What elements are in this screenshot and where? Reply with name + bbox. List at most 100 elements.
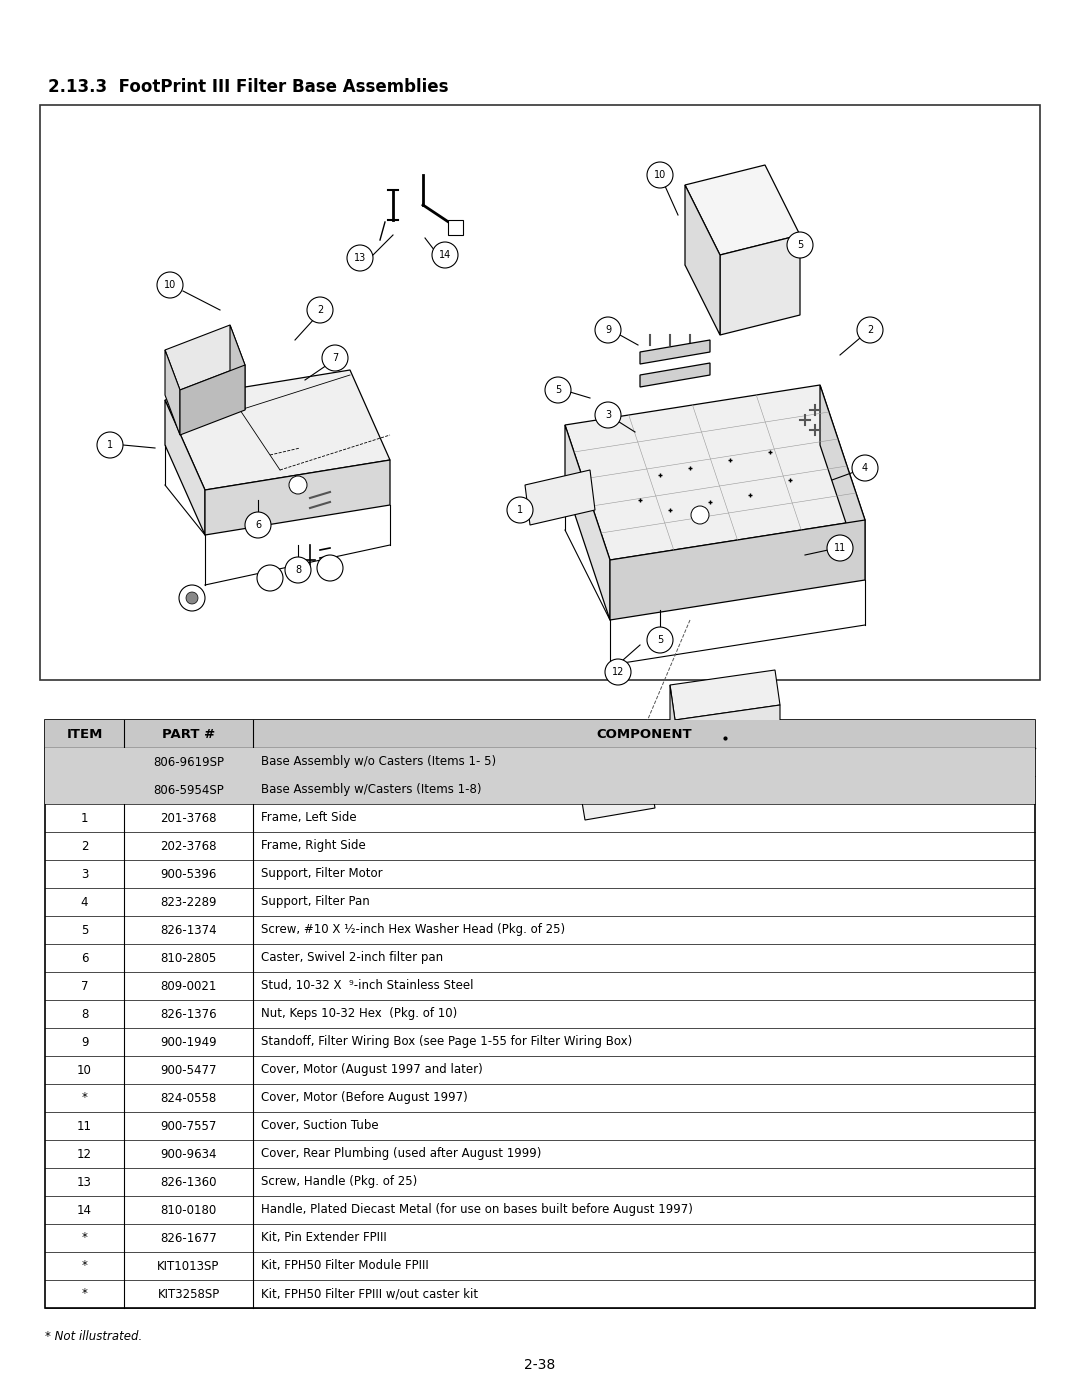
Text: 826-1677: 826-1677: [160, 1232, 217, 1245]
Circle shape: [285, 557, 311, 583]
Text: 12: 12: [77, 1147, 92, 1161]
Text: 14: 14: [438, 250, 451, 260]
Text: Kit, FPH50 Filter FPIII w/out caster kit: Kit, FPH50 Filter FPIII w/out caster kit: [261, 1288, 478, 1301]
Text: 11: 11: [834, 543, 846, 553]
Text: Screw, Handle (Pkg. of 25): Screw, Handle (Pkg. of 25): [261, 1175, 417, 1189]
Polygon shape: [565, 386, 865, 560]
Text: Frame, Right Side: Frame, Right Side: [261, 840, 366, 852]
Text: *: *: [82, 1232, 87, 1245]
Text: 5: 5: [555, 386, 562, 395]
Text: 6: 6: [255, 520, 261, 529]
Polygon shape: [675, 705, 780, 766]
Text: 5: 5: [81, 923, 89, 936]
Circle shape: [157, 272, 183, 298]
Text: Kit, Pin Extender FPIII: Kit, Pin Extender FPIII: [261, 1232, 387, 1245]
Polygon shape: [180, 365, 245, 434]
Circle shape: [605, 659, 631, 685]
Text: 5: 5: [797, 240, 804, 250]
Text: *: *: [82, 1091, 87, 1105]
Text: 10: 10: [77, 1063, 92, 1077]
Circle shape: [595, 317, 621, 344]
Polygon shape: [165, 326, 245, 390]
Text: Base Assembly w/o Casters (Items 1- 5): Base Assembly w/o Casters (Items 1- 5): [261, 756, 496, 768]
Text: KIT3258SP: KIT3258SP: [158, 1288, 219, 1301]
Text: 900-5396: 900-5396: [160, 868, 217, 880]
Text: 826-1376: 826-1376: [160, 1007, 217, 1020]
Bar: [45, 719, 1035, 1308]
Polygon shape: [610, 520, 865, 620]
Text: Nut, Keps 10-32 Hex  (Pkg. of 10): Nut, Keps 10-32 Hex (Pkg. of 10): [261, 1007, 457, 1020]
Text: 806-9619SP: 806-9619SP: [153, 756, 224, 768]
Text: *: *: [82, 1260, 87, 1273]
Bar: [45, 747, 1035, 775]
Text: 12: 12: [611, 666, 624, 678]
Text: 7: 7: [332, 353, 338, 363]
Circle shape: [97, 432, 123, 458]
Circle shape: [289, 476, 307, 495]
Text: 13: 13: [77, 1175, 92, 1189]
Text: 826-1360: 826-1360: [160, 1175, 217, 1189]
Circle shape: [245, 511, 271, 538]
Text: 826-1374: 826-1374: [160, 923, 217, 936]
Text: Kit, FPH50 Filter Module FPIII: Kit, FPH50 Filter Module FPIII: [261, 1260, 429, 1273]
Polygon shape: [230, 326, 245, 409]
Text: 2: 2: [81, 840, 89, 852]
Text: 4: 4: [81, 895, 89, 908]
Text: 7: 7: [81, 979, 89, 992]
Polygon shape: [205, 460, 390, 535]
Text: Cover, Motor (Before August 1997): Cover, Motor (Before August 1997): [261, 1091, 468, 1105]
Polygon shape: [165, 370, 390, 490]
Text: Screw, #10 X ½-inch Hex Washer Head (Pkg. of 25): Screw, #10 X ½-inch Hex Washer Head (Pkg…: [261, 923, 565, 936]
Text: 900-5477: 900-5477: [160, 1063, 217, 1077]
Circle shape: [647, 627, 673, 652]
Polygon shape: [165, 351, 180, 434]
Circle shape: [507, 497, 534, 522]
Circle shape: [595, 402, 621, 427]
Text: 810-0180: 810-0180: [161, 1203, 217, 1217]
Bar: [448, 219, 463, 235]
Polygon shape: [525, 469, 595, 525]
Circle shape: [318, 555, 343, 581]
Circle shape: [858, 317, 883, 344]
Text: 810-2805: 810-2805: [161, 951, 217, 964]
Circle shape: [432, 242, 458, 268]
Text: 5: 5: [657, 636, 663, 645]
Bar: [40, 105, 1040, 680]
Text: 2-38: 2-38: [525, 1358, 555, 1372]
Text: PART #: PART #: [162, 728, 215, 740]
Polygon shape: [640, 339, 710, 365]
Text: 3: 3: [605, 409, 611, 420]
Text: Support, Filter Motor: Support, Filter Motor: [261, 868, 382, 880]
Text: 4: 4: [862, 462, 868, 474]
Circle shape: [347, 244, 373, 271]
Text: 900-9634: 900-9634: [160, 1147, 217, 1161]
Text: 806-5954SP: 806-5954SP: [153, 784, 224, 796]
Text: Cover, Rear Plumbing (used after August 1999): Cover, Rear Plumbing (used after August …: [261, 1147, 541, 1161]
Circle shape: [545, 377, 571, 402]
Text: Stud, 10-32 X  ⁹-inch Stainless Steel: Stud, 10-32 X ⁹-inch Stainless Steel: [261, 979, 473, 992]
Text: 1: 1: [107, 440, 113, 450]
Text: 900-7557: 900-7557: [160, 1119, 217, 1133]
Text: Support, Filter Pan: Support, Filter Pan: [261, 895, 369, 908]
Polygon shape: [670, 685, 675, 766]
Polygon shape: [685, 184, 720, 335]
Text: Standoff, Filter Wiring Box (see Page 1-55 for Filter Wiring Box): Standoff, Filter Wiring Box (see Page 1-…: [261, 1035, 632, 1049]
Circle shape: [307, 298, 333, 323]
Polygon shape: [685, 165, 800, 256]
Text: Handle, Plated Diecast Metal (for use on bases built before August 1997): Handle, Plated Diecast Metal (for use on…: [261, 1203, 692, 1217]
Circle shape: [322, 345, 348, 372]
Circle shape: [852, 455, 878, 481]
Text: 6: 6: [81, 951, 89, 964]
Text: 11: 11: [77, 1119, 92, 1133]
Text: 9: 9: [605, 326, 611, 335]
Polygon shape: [820, 386, 865, 580]
Text: 202-3768: 202-3768: [160, 840, 217, 852]
Text: 2.13.3  FootPrint III Filter Base Assemblies: 2.13.3 FootPrint III Filter Base Assembl…: [48, 78, 448, 96]
Text: Caster, Swivel 2-inch filter pan: Caster, Swivel 2-inch filter pan: [261, 951, 443, 964]
Text: 809-0021: 809-0021: [160, 979, 217, 992]
Text: 1: 1: [517, 504, 523, 515]
Polygon shape: [580, 778, 654, 820]
Circle shape: [691, 506, 708, 524]
Text: 13: 13: [354, 253, 366, 263]
Text: KIT1013SP: KIT1013SP: [158, 1260, 219, 1273]
